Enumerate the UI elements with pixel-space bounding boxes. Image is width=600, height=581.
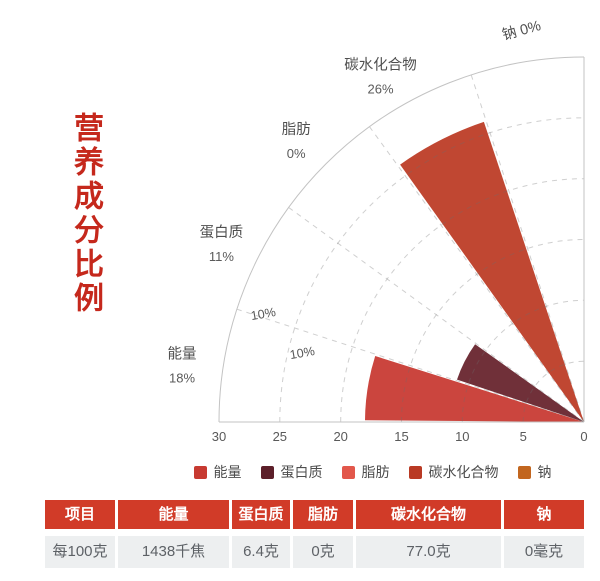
table-cell-4: 77.0克 — [356, 536, 501, 568]
wedge-energy — [365, 356, 584, 422]
nutrition-table: 项目 能量 蛋白质 脂肪 碳水化合物钠每100克 1438千焦 6.4克 0克 77.0克 0毫克 — [45, 500, 584, 568]
grid-arc — [522, 360, 585, 423]
legend-item-2: 脂肪 — [341, 464, 390, 480]
category-label-energy: 能量 18% — [168, 345, 197, 385]
grid-radial — [288, 207, 585, 423]
legend-swatch — [260, 465, 274, 479]
table-header-cell-2: 蛋白质 — [232, 500, 290, 529]
grid-radial — [369, 126, 585, 423]
outer-arc — [218, 56, 585, 423]
chart-title: 营养成分比例 — [69, 112, 102, 316]
tick-label: 5 — [520, 429, 527, 444]
grid-radial — [470, 74, 585, 423]
legend-swatch — [341, 465, 355, 479]
table-cell-1: 1438千焦 — [118, 536, 229, 568]
table-cell-5: 0毫克 — [504, 536, 584, 568]
tick-label: 0 — [580, 429, 587, 444]
legend-swatch — [408, 465, 422, 479]
legend-item-3: 碳水化合物 — [408, 464, 499, 480]
tick-label: 25 — [273, 429, 287, 444]
table-header-cell-5: 钠 — [504, 500, 584, 529]
legend-label: 钠 — [537, 464, 552, 480]
legend-item-1: 蛋白质 — [260, 464, 323, 480]
grid-arc — [279, 117, 585, 423]
wedge-protein — [457, 344, 584, 422]
table-header-cell-1: 能量 — [118, 500, 229, 529]
grid-radial — [236, 308, 585, 423]
table-cell-2: 6.4克 — [232, 536, 290, 568]
table-header-cell-3: 脂肪 — [293, 500, 353, 529]
table-cell-0: 每100克 — [45, 536, 115, 568]
legend-label: 脂肪 — [361, 464, 390, 480]
wedge-carbs — [400, 121, 584, 423]
table-header-cell-4: 碳水化合物 — [356, 500, 501, 529]
table-cell-3: 0克 — [293, 536, 353, 568]
polar-fan-chart: 30 25 20 15 10 5 0 能量 18% 蛋白质 11% 脂肪 0% 碳水化合物 26% 钠 0% 1… — [168, 17, 588, 444]
grid-arc — [401, 239, 585, 423]
legend-label: 蛋白质 — [280, 464, 323, 480]
category-label-sodium: 钠 0% — [500, 17, 543, 44]
category-label-protein: 蛋白质 11% — [200, 224, 244, 264]
inner-grid-label: 10% — [250, 305, 277, 323]
category-label-fat: 脂肪 0% — [282, 121, 311, 161]
inner-grid-label: 10% — [289, 344, 316, 362]
legend-swatch — [193, 465, 207, 479]
category-label-carbs: 碳水化合物 26% — [344, 57, 417, 97]
legend-item-0: 能量 — [193, 464, 242, 480]
tick-label: 10 — [455, 429, 469, 444]
tick-label: 15 — [394, 429, 408, 444]
legend-label: 能量 — [213, 464, 242, 480]
table-header-cell-0: 项目 — [45, 500, 115, 529]
tick-label: 20 — [333, 429, 347, 444]
legend-swatch — [517, 465, 531, 479]
legend-item-4: 钠 — [517, 464, 552, 480]
legend-label: 碳水化合物 — [428, 464, 499, 480]
grid-arc — [340, 178, 585, 423]
tick-label: 30 — [212, 429, 226, 444]
chart-legend: 能量 蛋白质 脂肪 碳水化合物 钠 — [150, 461, 595, 483]
